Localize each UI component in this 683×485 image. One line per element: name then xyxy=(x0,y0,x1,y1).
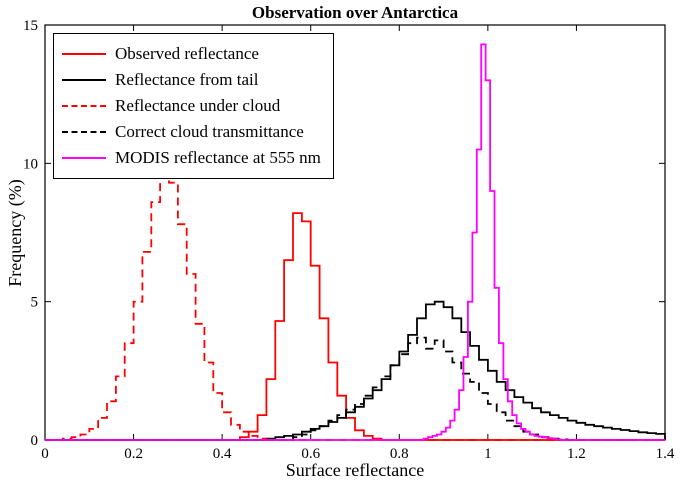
x-tick-label: 0 xyxy=(41,446,49,462)
legend-line-sample-solid-black xyxy=(62,79,106,81)
legend-label: Reflectance from tail xyxy=(115,70,259,89)
x-tick-label: 0.6 xyxy=(301,446,320,462)
legend-line-sample-solid-red xyxy=(62,53,106,55)
chart-title: Observation over Antarctica xyxy=(251,3,459,22)
series-4-line xyxy=(45,43,665,441)
y-tick-label: 10 xyxy=(23,156,38,172)
y-tick-label: 0 xyxy=(31,433,39,449)
legend-label: Reflectance under cloud xyxy=(115,96,281,115)
legend-label: Observed reflectance xyxy=(115,44,259,63)
series-0-line xyxy=(45,212,665,441)
x-tick-label: 1.4 xyxy=(656,446,675,462)
legend-entry: Reflectance from tail xyxy=(62,67,321,93)
x-tick-label: 0.2 xyxy=(124,446,143,462)
series-1-line xyxy=(45,300,666,441)
x-axis-label: Surface reflectance xyxy=(285,460,425,480)
x-tick-label: 1.2 xyxy=(567,446,586,462)
y-tick-label: 15 xyxy=(23,18,38,34)
legend-entry: Observed reflectance xyxy=(62,41,321,67)
y-tick-label: 5 xyxy=(31,295,39,311)
legend-label: Correct cloud transmittance xyxy=(115,122,304,141)
legend-line-sample-dashed-red xyxy=(62,105,106,107)
x-tick-label: 0.4 xyxy=(213,446,232,462)
legend-entry: Reflectance under cloud xyxy=(62,93,321,119)
legend-entry: MODIS reflectance at 555 nm xyxy=(62,145,321,171)
legend-entry: Correct cloud transmittance xyxy=(62,119,321,145)
legend-line-sample-dashed-black xyxy=(62,131,106,133)
x-tick-label: 0.8 xyxy=(390,446,409,462)
series-2-line xyxy=(45,176,665,441)
y-axis-label: Frequency (%) xyxy=(5,179,25,287)
x-tick-label: 1 xyxy=(484,446,492,462)
legend: Observed reflectance Reflectance from ta… xyxy=(53,33,334,179)
legend-line-sample-solid-magenta xyxy=(62,157,106,159)
legend-label: MODIS reflectance at 555 nm xyxy=(115,148,321,167)
